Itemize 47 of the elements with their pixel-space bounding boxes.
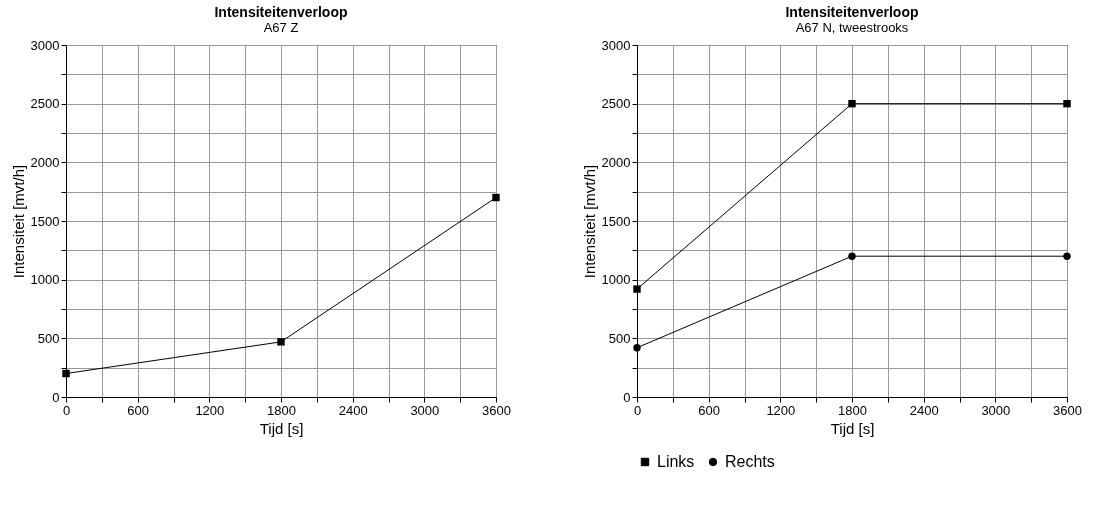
chart-title: Intensiteitenverloop — [785, 4, 919, 20]
y-tick-label: 2000 — [30, 154, 60, 170]
point — [492, 193, 500, 202]
point — [1063, 99, 1071, 108]
x-tick-label: 600 — [698, 402, 721, 418]
x-tick-label: 2400 — [909, 402, 939, 418]
y-tick-label: 1000 — [30, 272, 60, 288]
x-tick-label: 0 — [62, 402, 71, 418]
chart-subtitle: A67 N, tweestrooks — [795, 20, 909, 35]
y-tick-label: 1000 — [601, 272, 631, 288]
chart-subtitle: A67 Z — [263, 20, 299, 35]
y-axis-title: Intensiteit [mvt/h] — [9, 164, 27, 279]
x-axis-title: Tijd [s] — [259, 419, 304, 437]
point — [633, 285, 641, 293]
point — [848, 99, 856, 108]
y-tick-label: 2500 — [30, 96, 60, 112]
y-tick-label: 0 — [623, 389, 631, 405]
x-tick-label: 1800 — [838, 402, 867, 418]
y-tick-label: 0 — [52, 389, 60, 405]
point — [848, 252, 856, 260]
point — [62, 369, 70, 378]
x-tick-label: 600 — [127, 402, 150, 418]
point — [633, 344, 641, 352]
y-tick-label: 1500 — [601, 213, 631, 229]
legend-label: Links — [657, 453, 695, 470]
x-axis-title: Tijd [s] — [830, 419, 875, 437]
x-tick-label: 3000 — [410, 402, 440, 418]
x-tick-label: 1200 — [195, 402, 225, 418]
y-tick-label: 500 — [608, 330, 631, 346]
y-tick-label: 2000 — [601, 154, 631, 170]
y-tick-label: 3000 — [601, 37, 631, 53]
x-tick-label: 2400 — [338, 402, 368, 418]
x-tick-label: 0 — [633, 402, 642, 418]
y-axis-title: Intensiteit [mvt/h] — [580, 164, 598, 279]
y-tick-label: 1500 — [30, 213, 60, 229]
point — [1063, 252, 1071, 260]
y-tick-label: 500 — [37, 330, 60, 346]
x-tick-label: 3600 — [482, 402, 511, 418]
y-tick-label: 2500 — [601, 96, 631, 112]
y-tick-label: 3000 — [30, 37, 60, 53]
x-tick-label: 1800 — [267, 402, 296, 418]
chart-title: Intensiteitenverloop — [214, 4, 348, 20]
x-tick-label: 3000 — [981, 402, 1011, 418]
x-tick-label: 1200 — [766, 402, 796, 418]
legend-label: Rechts — [725, 453, 775, 470]
x-tick-label: 3600 — [1053, 402, 1082, 418]
point — [277, 338, 285, 346]
